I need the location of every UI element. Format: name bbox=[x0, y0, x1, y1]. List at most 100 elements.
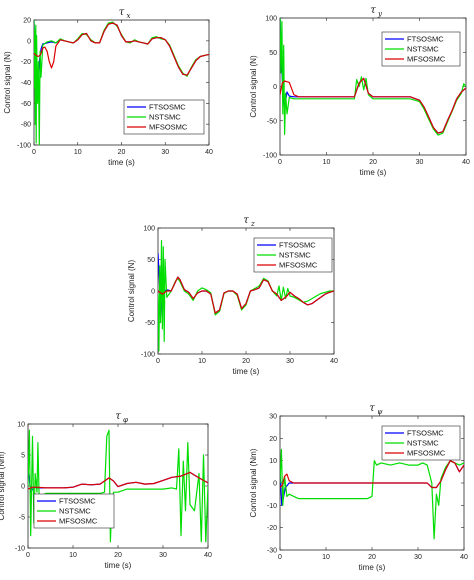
x-axis-label: time (s) bbox=[360, 168, 387, 177]
legend-entry: MFSOSMC bbox=[407, 55, 446, 64]
x-tick-label: 30 bbox=[286, 358, 294, 365]
chart-title-subscript: x bbox=[127, 12, 131, 20]
x-tick-label: 10 bbox=[69, 552, 77, 559]
x-tick-label: 0 bbox=[26, 552, 30, 559]
x-tick-label: 10 bbox=[323, 159, 331, 166]
legend-entry: FTSOSMC bbox=[407, 35, 444, 44]
x-tick-label: 40 bbox=[460, 554, 468, 561]
y-tick-label: -40 bbox=[21, 80, 31, 87]
legend-entry: FTSOSMC bbox=[279, 241, 316, 250]
legend-entry: NSTSMC bbox=[407, 45, 439, 54]
y-tick-label: -20 bbox=[267, 525, 277, 532]
legend-entry: MFSOSMC bbox=[279, 261, 318, 270]
x-tick-label: 40 bbox=[462, 159, 470, 166]
series-line-mfsosmc bbox=[34, 22, 209, 76]
y-tick-label: 10 bbox=[17, 422, 25, 429]
y-tick-label: 10 bbox=[269, 458, 277, 465]
y-axis-label: Control signal (N) bbox=[249, 55, 258, 118]
x-tick-label: 30 bbox=[161, 149, 169, 156]
chart-title: τ bbox=[243, 215, 249, 226]
series-line-mfsosmc bbox=[280, 460, 464, 489]
y-axis-label: Control signal (N) bbox=[127, 260, 136, 323]
y-tick-label: -50 bbox=[267, 118, 277, 125]
chart-title-subscript: y bbox=[377, 10, 383, 18]
series-line-mfsosmc bbox=[28, 471, 208, 490]
y-tick-label: -30 bbox=[267, 548, 277, 555]
x-tick-label: 30 bbox=[159, 552, 167, 559]
x-tick-label: 40 bbox=[204, 552, 212, 559]
chart-title: τ bbox=[370, 5, 376, 16]
legend-entry: FTSOSMC bbox=[59, 497, 96, 506]
y-tick-label: -100 bbox=[141, 352, 155, 359]
x-tick-label: 0 bbox=[156, 358, 160, 365]
x-tick-label: 20 bbox=[369, 159, 377, 166]
x-tick-label: 0 bbox=[278, 554, 282, 561]
x-axis-label: time (s) bbox=[105, 561, 132, 570]
series-line-nstsmc bbox=[280, 18, 466, 136]
x-tick-label: 10 bbox=[198, 358, 206, 365]
y-tick-label: -100 bbox=[263, 153, 277, 160]
x-tick-label: 20 bbox=[242, 358, 250, 365]
y-tick-label: -50 bbox=[145, 320, 155, 327]
legend-entry: NSTSMC bbox=[407, 439, 439, 448]
y-tick-label: 20 bbox=[23, 18, 31, 25]
x-tick-label: 30 bbox=[414, 554, 422, 561]
x-tick-label: 10 bbox=[74, 149, 82, 156]
x-tick-label: 0 bbox=[278, 159, 282, 166]
chart-title: τ bbox=[119, 7, 125, 18]
legend-entry: FTSOSMC bbox=[149, 103, 186, 112]
x-tick-label: 10 bbox=[322, 554, 330, 561]
y-tick-label: -20 bbox=[21, 59, 31, 66]
y-tick-label: -60 bbox=[21, 101, 31, 108]
x-axis-label: time (s) bbox=[359, 563, 386, 572]
x-tick-label: 40 bbox=[205, 149, 213, 156]
legend-entry: NSTSMC bbox=[149, 113, 181, 122]
y-tick-label: 100 bbox=[143, 226, 155, 233]
x-tick-label: 0 bbox=[32, 149, 36, 156]
y-tick-label: 0 bbox=[273, 481, 277, 488]
x-tick-label: 30 bbox=[416, 159, 424, 166]
y-tick-label: 50 bbox=[269, 50, 277, 57]
y-tick-label: -100 bbox=[17, 143, 31, 150]
legend-entry: MFSOSMC bbox=[59, 517, 98, 526]
y-tick-label: -5 bbox=[19, 515, 25, 522]
legend-entry: NSTSMC bbox=[59, 507, 91, 516]
x-tick-label: 40 bbox=[330, 358, 338, 365]
y-tick-label: -10 bbox=[15, 546, 25, 553]
subplot-3: 0 10 20 30 40 -10 -5 0 5 10 τ φ time (s) Control sign… bbox=[0, 411, 212, 570]
x-axis-label: time (s) bbox=[233, 367, 260, 376]
y-tick-label: 0 bbox=[273, 84, 277, 91]
legend bbox=[33, 493, 115, 529]
series-line-mfsosmc bbox=[158, 276, 334, 314]
series-line-mfsosmc bbox=[280, 77, 466, 134]
y-tick-label: 30 bbox=[269, 414, 277, 421]
y-tick-label: -80 bbox=[21, 122, 31, 129]
subplot-0: 0 10 20 30 40 -100 -80 -60 -40 -20 0 20 τ x time (s) Co… bbox=[3, 7, 213, 167]
x-tick-label: 20 bbox=[368, 554, 376, 561]
x-tick-label: 20 bbox=[114, 552, 122, 559]
legend-entry: MFSOSMC bbox=[407, 449, 446, 458]
y-tick-label: 0 bbox=[27, 38, 31, 45]
y-tick-label: 50 bbox=[147, 257, 155, 264]
chart-title-subscript: ψ bbox=[377, 408, 383, 416]
subplot-4: 0 10 20 30 40 -30 -20 -10 0 10 20 30 τ ψ time (s) Contr… bbox=[249, 403, 468, 572]
y-tick-label: 100 bbox=[265, 16, 277, 23]
chart-title-subscript: z bbox=[250, 220, 255, 228]
y-axis-label: Control signal (N) bbox=[3, 51, 12, 114]
series-line-nstsmc bbox=[280, 448, 464, 540]
x-tick-label: 20 bbox=[118, 149, 126, 156]
y-tick-label: -10 bbox=[267, 503, 277, 510]
subplot-1: 0 10 20 30 40 -100 -50 0 50 100 τ y time (s) Control … bbox=[249, 5, 470, 177]
y-axis-label: Control signal (Nm) bbox=[249, 448, 258, 517]
y-tick-label: 5 bbox=[21, 453, 25, 460]
chart-title-subscript: φ bbox=[123, 416, 128, 424]
subplot-2: 0 10 20 30 40 -100 -50 0 50 100 τ z time (s) Control … bbox=[127, 215, 338, 376]
y-tick-label: 20 bbox=[269, 436, 277, 443]
legend-entry: FTSOSMC bbox=[407, 429, 444, 438]
x-axis-label: time (s) bbox=[108, 158, 135, 167]
legend-entry: MFSOSMC bbox=[149, 123, 188, 132]
legend-entry: NSTSMC bbox=[279, 251, 311, 260]
chart-title: τ bbox=[369, 403, 375, 414]
y-tick-label: 0 bbox=[21, 484, 25, 491]
